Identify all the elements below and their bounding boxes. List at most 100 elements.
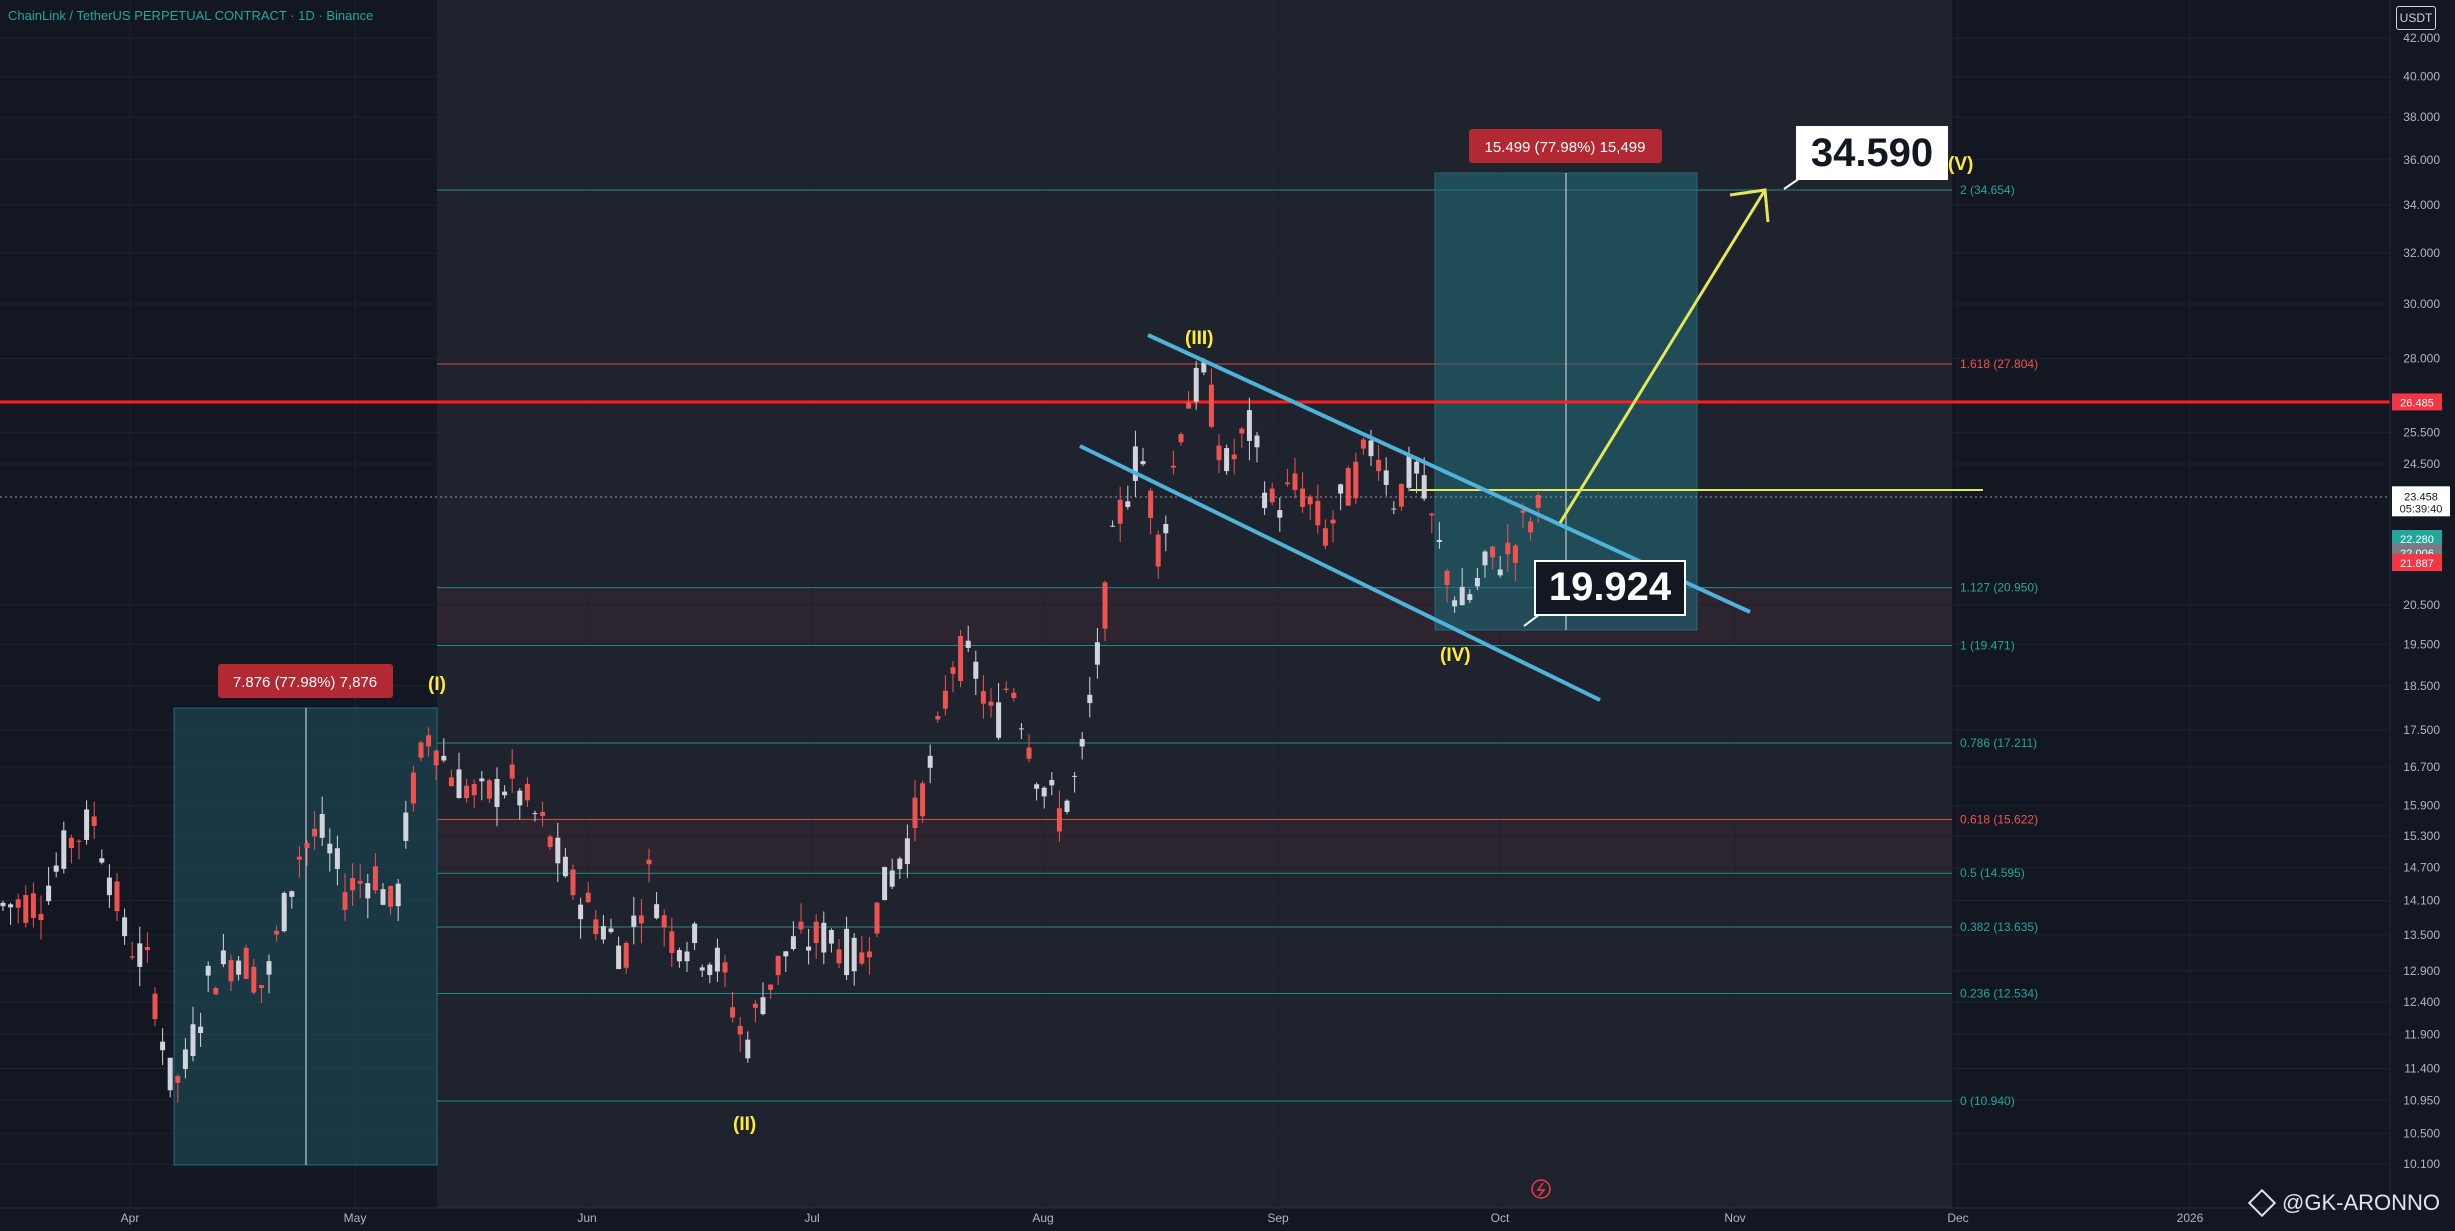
candle-body [1528, 521, 1534, 533]
candle-body [91, 816, 97, 826]
wave-label-2: (II) [733, 1114, 756, 1135]
price-tick: 10.500 [2403, 1126, 2440, 1140]
price-axis[interactable] [2390, 0, 2455, 1231]
candle-body [806, 946, 812, 951]
currency-selector[interactable]: USDT [2396, 6, 2436, 30]
candle-body [760, 997, 766, 1015]
chart-title[interactable]: ChainLink / TetherUS PERPETUAL CONTRACT … [8, 8, 374, 23]
candle-body [821, 922, 827, 953]
candle-body [388, 885, 394, 907]
price-tag [2392, 554, 2442, 572]
candle-body [1254, 435, 1260, 448]
candle-body [950, 667, 956, 674]
candle-body [8, 904, 14, 908]
fib-label: 1.127 (20.950) [1960, 581, 2038, 595]
time-tick: Oct [1491, 1211, 1510, 1225]
candle-body [692, 923, 698, 944]
time-axis[interactable]: Apr May Jun Jul Aug Sep Oct Nov Dec 2026 [121, 1211, 2204, 1225]
candle-body [433, 750, 439, 766]
current-price-value: 23.458 [2404, 491, 2438, 503]
candle-body [410, 772, 416, 804]
candle-body [1125, 501, 1131, 507]
watermark-text: @GK-ARONNO [2282, 1190, 2441, 1215]
candle-body [562, 856, 568, 877]
candle-body [570, 869, 576, 896]
price-tick: 11.900 [2404, 1028, 2440, 1042]
candle-body [661, 915, 667, 928]
projection-arrow[interactable] [1558, 189, 1767, 524]
candle-body [266, 961, 272, 975]
target-callout[interactable]: 34.590 [1811, 131, 1933, 175]
candle-body [980, 691, 986, 704]
candle-body [600, 926, 606, 940]
price-tick: 15.900 [2403, 799, 2440, 813]
candle-body [122, 917, 128, 937]
countdown: 05:39:40 [2400, 503, 2443, 515]
wave-label-4: (IV) [1440, 645, 1471, 666]
candle-body [61, 830, 67, 869]
candle-body [737, 1025, 743, 1035]
price-tag-value: 21.887 [2400, 558, 2434, 570]
candle-body [1034, 784, 1040, 789]
candle-body [30, 893, 36, 918]
price-tick: 32.000 [2403, 246, 2440, 260]
candle-body [1338, 484, 1344, 494]
candle-body [319, 813, 325, 838]
candle-body [471, 783, 477, 796]
candle-body [844, 928, 850, 976]
candle-body [334, 848, 340, 869]
price-tick: 34.000 [2403, 198, 2440, 212]
candle-body [874, 902, 880, 934]
candle-body [68, 837, 74, 849]
candle-body [730, 1007, 736, 1018]
candle-body [790, 936, 796, 950]
candle-body [1231, 454, 1237, 460]
candle-body [372, 866, 378, 891]
price-tag [2392, 530, 2442, 548]
candle-body [1452, 600, 1458, 607]
candle-body [524, 783, 530, 801]
candle-body [1277, 510, 1283, 518]
time-tick: 2026 [2177, 1211, 2204, 1225]
candle-body [1102, 582, 1108, 629]
candle-body [988, 701, 994, 706]
candle-body [669, 931, 675, 953]
candle-body [448, 777, 454, 787]
candle-body [1056, 808, 1062, 832]
price-tick: 24.500 [2403, 457, 2440, 471]
candle-body [1117, 499, 1123, 524]
candle-body [304, 842, 310, 849]
candle-body [1026, 747, 1032, 759]
current-callout[interactable]: 19.924 [1549, 565, 1672, 609]
fib-band-red-2 [437, 818, 1952, 872]
fib-label: 0.382 (13.635) [1960, 920, 2038, 934]
candle-body [1398, 483, 1404, 507]
candle-body [1467, 594, 1473, 601]
candle-body [1300, 488, 1306, 507]
time-tick: Nov [1724, 1211, 1745, 1225]
candle-body [46, 885, 52, 902]
candle-body [866, 951, 872, 958]
candle-body [965, 640, 971, 648]
candle-body [1018, 728, 1024, 730]
candle-body [1535, 495, 1541, 508]
time-tick: Jun [577, 1211, 596, 1225]
candle-body [532, 813, 538, 815]
price-tick: 28.000 [2403, 351, 2440, 365]
fib-label: 0.618 (15.622) [1960, 813, 2038, 827]
candle-body [144, 946, 150, 951]
candle-body [1376, 459, 1382, 472]
candle-body [1444, 570, 1450, 585]
alert-icon[interactable] [1531, 1179, 1551, 1199]
candle-body [441, 755, 447, 761]
channel-lower[interactable] [1079, 444, 1601, 702]
candle-body [114, 881, 120, 912]
candle-body [190, 1024, 196, 1056]
candle-body [167, 1057, 173, 1091]
time-tick: Dec [1947, 1211, 1968, 1225]
candle-body [205, 965, 211, 976]
candle-body [1072, 775, 1078, 777]
candle-body [0, 902, 6, 907]
candle-body [942, 690, 948, 709]
